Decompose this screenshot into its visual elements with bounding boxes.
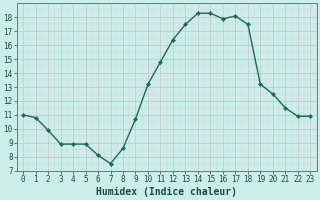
X-axis label: Humidex (Indice chaleur): Humidex (Indice chaleur) bbox=[96, 186, 237, 197]
